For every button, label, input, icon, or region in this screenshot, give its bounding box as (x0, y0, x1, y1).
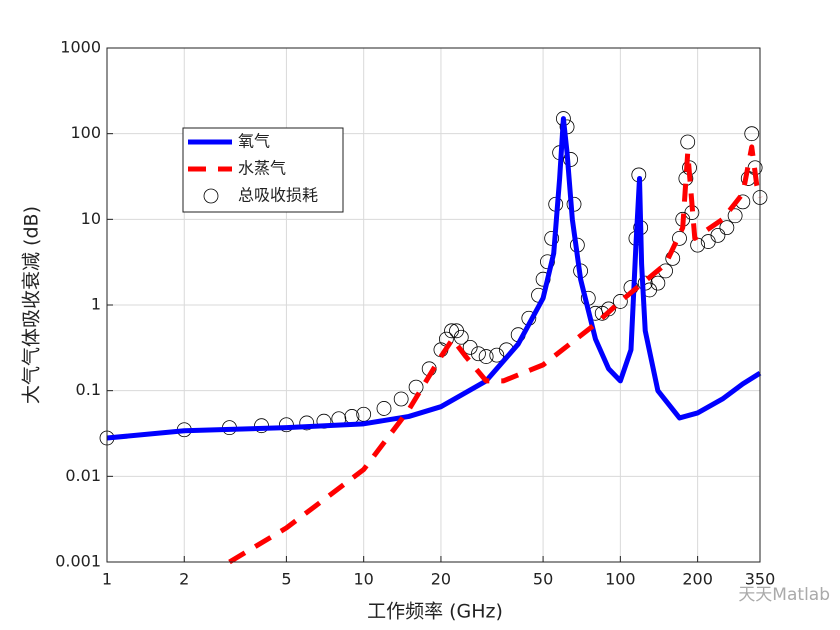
x-axis-label: 工作频率 (GHz) (367, 601, 503, 623)
y-tick-label: 1000 (60, 38, 101, 57)
x-tick-label: 2 (179, 570, 189, 589)
x-tick-label: 1 (102, 570, 112, 589)
data-point (471, 346, 486, 362)
legend-label: 氧气 (238, 132, 270, 151)
data-point (453, 329, 469, 345)
data-point (299, 415, 315, 431)
data-point (719, 220, 735, 236)
data-point (462, 339, 478, 355)
x-tick-label: 50 (533, 570, 553, 589)
data-point (478, 349, 494, 364)
x-tick-label: 100 (605, 570, 636, 589)
y-tick-label: 0.1 (76, 380, 101, 399)
y-tick-label: 1 (91, 295, 101, 314)
data-point (540, 254, 555, 270)
series-line (228, 144, 763, 565)
data-point (612, 294, 628, 309)
x-tick-label: 350 (745, 570, 776, 589)
data-point (650, 275, 666, 291)
legend-label: 水蒸气 (238, 159, 286, 178)
x-tick-label: 200 (682, 570, 713, 589)
data-point (254, 418, 269, 434)
data-point (393, 391, 409, 407)
x-tick-label: 10 (353, 570, 373, 589)
data-point (356, 406, 372, 422)
legend-label: 总吸收损耗 (238, 186, 318, 205)
legend-swatch (203, 188, 219, 204)
data-point (376, 401, 392, 416)
data-point (727, 208, 743, 224)
series-line (106, 116, 762, 441)
watermark: 天天Matlab (738, 585, 830, 605)
data-point (710, 227, 726, 243)
marks (99, 111, 768, 565)
data-point (744, 126, 760, 142)
y-tick-label: 0.001 (55, 552, 101, 571)
data-point (680, 134, 696, 150)
data-point (544, 230, 560, 246)
y-tick-label: 10 (81, 209, 101, 228)
data-point (489, 347, 505, 363)
y-tick-label: 100 (70, 123, 101, 142)
x-tick-label: 20 (431, 570, 451, 589)
x-tick-label: 5 (281, 570, 291, 589)
data-point (672, 230, 687, 246)
data-point (279, 417, 294, 433)
y-axis-label: 大气气体吸收衰减 (dB) (21, 206, 43, 404)
y-tick-label: 0.01 (65, 466, 101, 485)
